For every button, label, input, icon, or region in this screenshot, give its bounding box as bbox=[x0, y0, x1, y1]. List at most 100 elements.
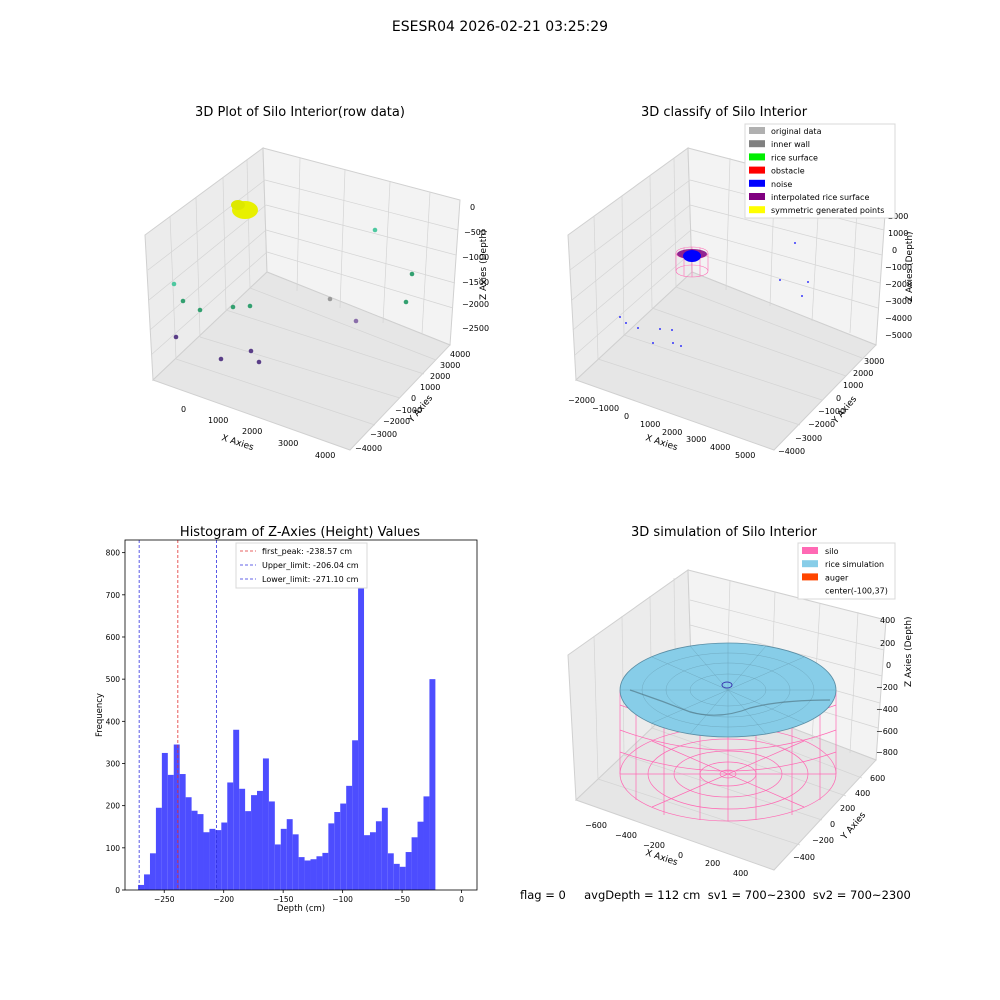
y-tick-label: 700 bbox=[106, 591, 121, 600]
legend-swatch bbox=[802, 560, 818, 568]
histogram-bar bbox=[381, 807, 388, 890]
histogram-bar bbox=[209, 828, 216, 890]
x-tick-label: 1000 bbox=[640, 420, 660, 429]
y-tick-label: −400 bbox=[793, 853, 815, 862]
panel-raw-title: 3D Plot of Silo Interior(row data) bbox=[195, 105, 405, 120]
legend-label: first_peak: -238.57 cm bbox=[262, 547, 352, 556]
y-tick-label: 100 bbox=[106, 844, 121, 853]
legend-label: rice simulation bbox=[825, 560, 884, 569]
legend-swatch bbox=[749, 166, 765, 174]
y-axis-raw: −4000 −3000 −2000 −1000 0 1000 2000 3000… bbox=[355, 350, 470, 453]
data-point bbox=[218, 356, 224, 362]
histogram-bar bbox=[328, 823, 335, 890]
histogram-bar bbox=[417, 821, 424, 890]
panel-classify-3d: 3D classify of Silo Interior −2000 −1000… bbox=[567, 105, 915, 460]
histogram-bar bbox=[423, 796, 430, 890]
histogram-bar bbox=[203, 832, 210, 890]
legend-swatch bbox=[749, 153, 765, 161]
y-tick-label: −200 bbox=[812, 836, 834, 845]
y-tick-label: 1000 bbox=[843, 381, 863, 390]
z-tick-label: 1000 bbox=[888, 229, 908, 238]
histogram-bar bbox=[191, 810, 198, 890]
histogram-bar bbox=[429, 679, 436, 890]
y-tick-label: −4000 bbox=[355, 444, 382, 453]
histogram-bar bbox=[411, 837, 418, 890]
z-axis-raw: 0 −500 −1000 −1500 −2000 −2500 Z Axies (… bbox=[462, 203, 489, 333]
y-tick-label: 3000 bbox=[440, 361, 460, 370]
x-tick-label: 0 bbox=[459, 895, 464, 904]
data-point bbox=[180, 298, 186, 304]
x-tick-label: 2000 bbox=[242, 427, 262, 436]
histogram-bar bbox=[221, 822, 228, 890]
y-tick-label: 300 bbox=[106, 759, 121, 768]
x-tick-label: −1000 bbox=[592, 404, 619, 413]
histogram-bar bbox=[138, 884, 145, 890]
y-tick-label: 2000 bbox=[430, 372, 450, 381]
histogram-bar bbox=[280, 828, 287, 890]
histogram-bar bbox=[215, 830, 222, 890]
panel-hist-title: Histogram of Z-Axies (Height) Values bbox=[180, 525, 420, 540]
y-tick-label: −1000 bbox=[818, 407, 845, 416]
z-tick-label: −600 bbox=[876, 727, 898, 736]
histogram-bar bbox=[268, 801, 275, 890]
data-point bbox=[230, 304, 236, 310]
histogram-bar bbox=[304, 860, 311, 890]
gridlines bbox=[147, 157, 459, 426]
legend-label: center(-100,37) bbox=[825, 587, 888, 596]
z-tick-label: −5000 bbox=[885, 331, 912, 340]
z-tick-label: −2000 bbox=[885, 280, 912, 289]
legend-box bbox=[744, 123, 896, 219]
histogram-bar bbox=[173, 744, 180, 890]
x-axis-label: X Axies bbox=[644, 848, 679, 868]
pane-floor bbox=[575, 689, 877, 871]
y-tick-label: 3000 bbox=[864, 357, 884, 366]
histogram-bar bbox=[262, 758, 269, 890]
histogram-bar bbox=[274, 844, 281, 890]
x-tick-label: 400 bbox=[733, 869, 748, 878]
pane-floor bbox=[152, 271, 451, 451]
yellow-point-cluster bbox=[231, 200, 245, 210]
x-tick-label: 5000 bbox=[735, 451, 755, 460]
histogram-bar bbox=[399, 866, 406, 890]
histogram-bar bbox=[239, 788, 246, 890]
histogram-bar bbox=[149, 853, 156, 890]
data-point bbox=[403, 299, 409, 305]
z-axis-sim: 400 200 0 −200 −400 −600 −800 Z Axies (D… bbox=[876, 616, 914, 757]
rice-shadow bbox=[629, 689, 831, 716]
y-axis-label: Frequency bbox=[95, 693, 105, 737]
histogram-bar bbox=[352, 740, 359, 890]
z-tick-label: −1000 bbox=[462, 253, 489, 262]
noise-cluster bbox=[683, 250, 701, 262]
z-tick-label: −2500 bbox=[462, 324, 489, 333]
data-point bbox=[173, 334, 179, 340]
x-tick-label: −2000 bbox=[568, 396, 595, 405]
histogram-bar bbox=[292, 834, 299, 890]
histogram-bar bbox=[167, 774, 174, 890]
y-tick-label: −2000 bbox=[808, 420, 835, 429]
classify-legend: original data inner wall rice surface obsta… bbox=[744, 123, 896, 219]
z-tick-label: −1000 bbox=[885, 263, 912, 272]
legend-swatch bbox=[749, 193, 765, 200]
histogram-bar bbox=[233, 729, 240, 890]
noise-points bbox=[619, 242, 809, 347]
histogram-bar bbox=[393, 863, 400, 890]
histogram-bar bbox=[227, 782, 234, 890]
z-tick-label: 400 bbox=[880, 616, 895, 625]
panel-classify-title: 3D classify of Silo Interior bbox=[641, 105, 808, 120]
z-tick-label: 0 bbox=[886, 661, 891, 670]
histogram-bar bbox=[185, 797, 192, 890]
y-tick-label: 600 bbox=[870, 774, 885, 783]
raw-points bbox=[171, 200, 415, 365]
y-tick-label: 600 bbox=[106, 633, 121, 642]
data-point bbox=[353, 318, 359, 324]
histogram-bar bbox=[364, 835, 370, 890]
legend-label: Lower_limit: -271.10 cm bbox=[262, 575, 359, 584]
legend-label: rice surface bbox=[771, 153, 818, 162]
x-tick-label: −200 bbox=[213, 895, 234, 904]
data-point bbox=[409, 271, 415, 277]
legend-swatch bbox=[802, 573, 818, 581]
z-tick-label: −800 bbox=[876, 748, 898, 757]
x-tick-label: 2000 bbox=[662, 428, 682, 437]
y-tick-label: 200 bbox=[106, 802, 121, 811]
